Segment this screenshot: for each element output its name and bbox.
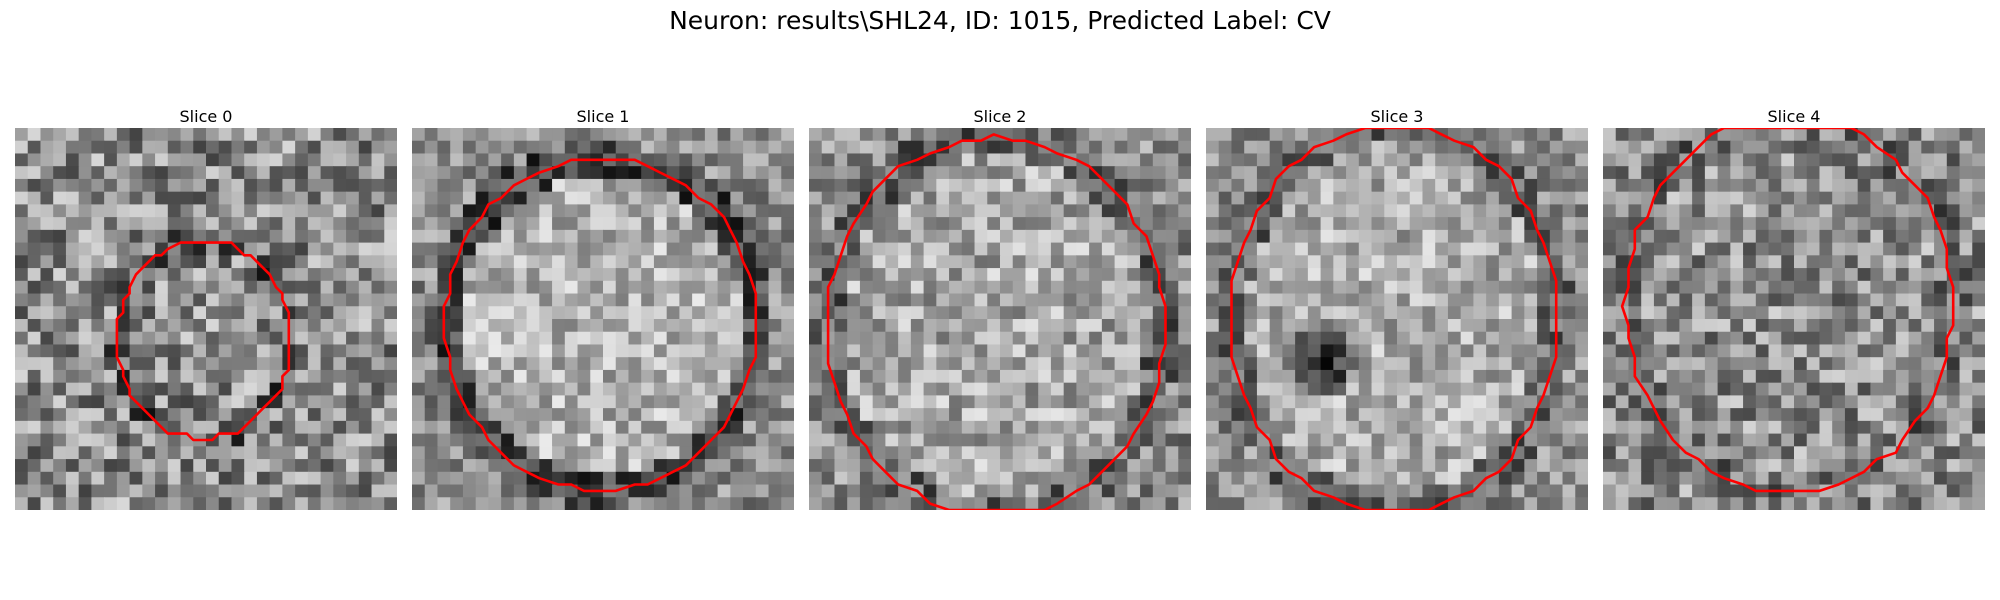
segmentation-contour: [1620, 128, 1955, 493]
slice-panel-1: Slice 1: [412, 106, 794, 510]
segmentation-contour: [1230, 128, 1558, 510]
slice-image-1: [412, 128, 794, 510]
pixel-grid: [15, 128, 397, 510]
slice-image-3: [1206, 128, 1588, 510]
slice-title-4: Slice 4: [1767, 107, 1821, 126]
segmentation-contour: [826, 133, 1167, 510]
slice-image-2: [809, 128, 1191, 510]
slice-svg-3: [1206, 128, 1588, 510]
slice-svg-1: [412, 128, 794, 510]
slice-panel-0: Slice 0: [15, 106, 397, 510]
slice-title-2: Slice 2: [973, 107, 1027, 126]
slice-title-1: Slice 1: [576, 107, 630, 126]
slice-image-4: [1603, 128, 1985, 510]
pixel-grid: [809, 128, 1191, 510]
slice-title-3: Slice 3: [1370, 107, 1424, 126]
slice-panel-3: Slice 3: [1206, 106, 1588, 510]
figure-title: Neuron: results\SHL24, ID: 1015, Predict…: [669, 6, 1331, 35]
slice-image-0: [15, 128, 397, 510]
segmentation-contour: [115, 241, 291, 442]
pixel-grid: [412, 128, 794, 510]
slice-title-0: Slice 0: [179, 107, 233, 126]
pixel-grid: [1603, 128, 1985, 510]
slice-svg-2: [809, 128, 1191, 510]
slice-svg-0: [15, 128, 397, 510]
slice-panel-4: Slice 4: [1603, 106, 1985, 510]
slice-svg-4: [1603, 128, 1985, 510]
slice-panel-2: Slice 2: [809, 106, 1191, 510]
segmentation-contour: [442, 158, 758, 493]
pixel-grid: [1206, 128, 1588, 510]
